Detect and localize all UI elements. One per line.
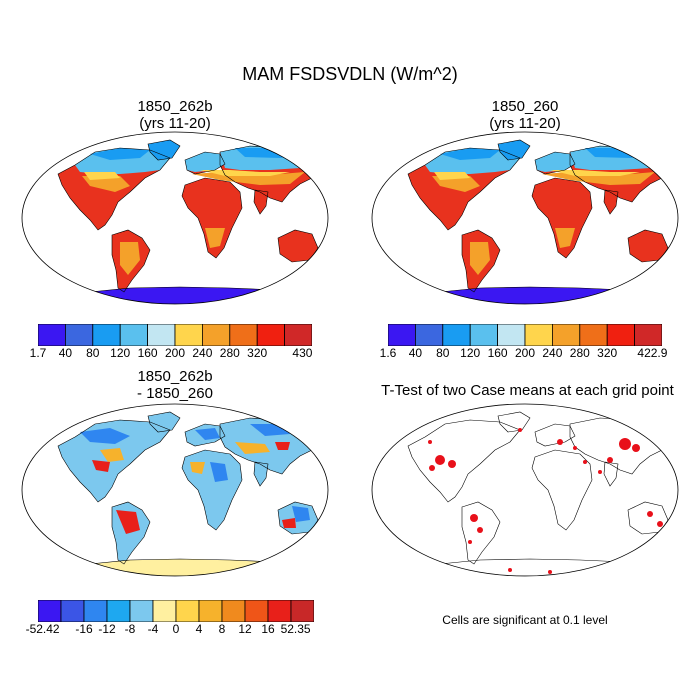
panel-title-line2: - 1850_260 <box>137 385 213 402</box>
significance-note: Cells are significant at 0.1 level <box>442 613 608 627</box>
colorbar-tick-label: 8 <box>218 622 226 636</box>
map-top-left <box>21 131 329 305</box>
colorbar-tick-label: 1.7 <box>29 346 47 360</box>
colorbar-tick-label: 52.35 <box>280 622 311 636</box>
colorbar-tick-label: 40 <box>408 346 423 360</box>
colorbar-tick-label: 12 <box>238 622 252 636</box>
colorbar-swatch <box>198 600 223 622</box>
colorbar-tick-label: -4 <box>147 622 159 636</box>
colorbar-tick-label: 280 <box>219 346 240 360</box>
colorbar-swatch <box>221 600 246 622</box>
panel-title-line1: 1850_262b <box>137 368 213 385</box>
colorbar-swatch <box>129 600 154 622</box>
panel-title-line1: 1850_262b <box>137 98 213 115</box>
colorbar-tick-label: 320 <box>597 346 618 360</box>
colorbar-tick-label: 240 <box>542 346 563 360</box>
colorbar-tick-label: 16 <box>261 622 275 636</box>
colorbar-swatch <box>606 324 635 346</box>
panel-title-line1: 1850_260 <box>491 98 559 115</box>
colorbar-tick-label: 80 <box>436 346 450 360</box>
colorbar-swatch <box>469 324 498 346</box>
colorbar-tick-label: -16 <box>75 622 93 636</box>
panel-title-top-left: 1850_262b (yrs 11-20) <box>70 98 280 132</box>
colorbar-bottom-left <box>38 600 314 622</box>
colorbar-swatch <box>119 324 148 346</box>
panel-title-line2: (yrs 11-20) <box>489 115 561 132</box>
colorbar-swatch <box>388 324 416 346</box>
colorbar-tick-label: 4 <box>195 622 203 636</box>
colorbar-bottom-left-labels: -52.42 -16 -12 -8 -4 0 4 8 12 16 52.35 <box>26 622 314 638</box>
colorbar-swatch <box>524 324 553 346</box>
colorbar-tick-label: 40 <box>58 346 73 360</box>
colorbar-swatch <box>284 324 312 346</box>
colorbar-tick-label: 0 <box>172 622 180 636</box>
colorbar-swatch <box>152 600 177 622</box>
colorbar-tick-label: 200 <box>514 346 536 360</box>
colorbar-swatch <box>106 600 131 622</box>
colorbar-swatch <box>60 600 85 622</box>
colorbar-tick-label: 120 <box>460 346 481 360</box>
panel-title-top-right: 1850_260 (yrs 11-20) <box>420 98 630 132</box>
colorbar-swatch <box>229 324 258 346</box>
colorbar-tick-label: 422.9 <box>637 346 668 360</box>
colorbar-swatch <box>201 324 231 346</box>
colorbar-tick-label: 160 <box>487 346 508 360</box>
colorbar-swatch <box>256 324 285 346</box>
colorbar-tick-label: 1.6 <box>379 346 397 360</box>
figure-title: MAM FSDSVDLN (W/m^2) <box>242 64 458 84</box>
colorbar-top-right <box>388 324 662 346</box>
map-bottom-left-difference <box>21 403 329 577</box>
colorbar-top-left <box>38 324 312 346</box>
colorbar-tick-label: 200 <box>164 346 186 360</box>
colorbar-swatch <box>175 600 200 622</box>
colorbar-swatch <box>64 324 94 346</box>
colorbar-tick-label: -8 <box>124 622 136 636</box>
colorbar-tick-label: 120 <box>110 346 131 360</box>
colorbar-swatch <box>38 600 62 622</box>
colorbar-tick-label: 280 <box>569 346 590 360</box>
colorbar-swatch <box>38 324 66 346</box>
colorbar-tick-label: -12 <box>98 622 116 636</box>
colorbar-swatch <box>497 324 526 346</box>
colorbar-swatch <box>83 600 108 622</box>
panel-title-bottom-right: T-Test of two Case means at each grid po… <box>381 382 674 399</box>
colorbar-tick-label: 160 <box>137 346 158 360</box>
colorbar-swatch <box>174 324 203 346</box>
colorbar-swatch <box>147 324 176 346</box>
panel-title-bottom-left: 1850_262b - 1850_260 <box>70 368 280 402</box>
colorbar-swatch <box>244 600 269 622</box>
colorbar-swatch <box>579 324 608 346</box>
colorbar-swatch <box>442 324 471 346</box>
panel-title-line2: (yrs 11-20) <box>139 115 211 132</box>
colorbar-tick-label: -52.42 <box>25 622 60 636</box>
colorbar-top-left-labels: 1.7 40 80 120 160 200 240 280 320 430 <box>30 346 313 362</box>
colorbar-swatch <box>290 600 314 622</box>
colorbar-tick-label: 240 <box>192 346 213 360</box>
colorbar-swatch <box>551 324 581 346</box>
colorbar-swatch <box>92 324 121 346</box>
map-top-right <box>371 131 679 305</box>
colorbar-tick-label: 320 <box>247 346 268 360</box>
colorbar-top-right-labels: 1.6 40 80 120 160 200 240 280 320 422.9 <box>380 346 668 362</box>
colorbar-swatch <box>267 600 292 622</box>
colorbar-tick-label: 430 <box>292 346 313 360</box>
colorbar-swatch <box>414 324 444 346</box>
colorbar-swatch <box>634 324 662 346</box>
colorbar-tick-label: 80 <box>86 346 100 360</box>
map-bottom-right-ttest <box>371 403 679 577</box>
